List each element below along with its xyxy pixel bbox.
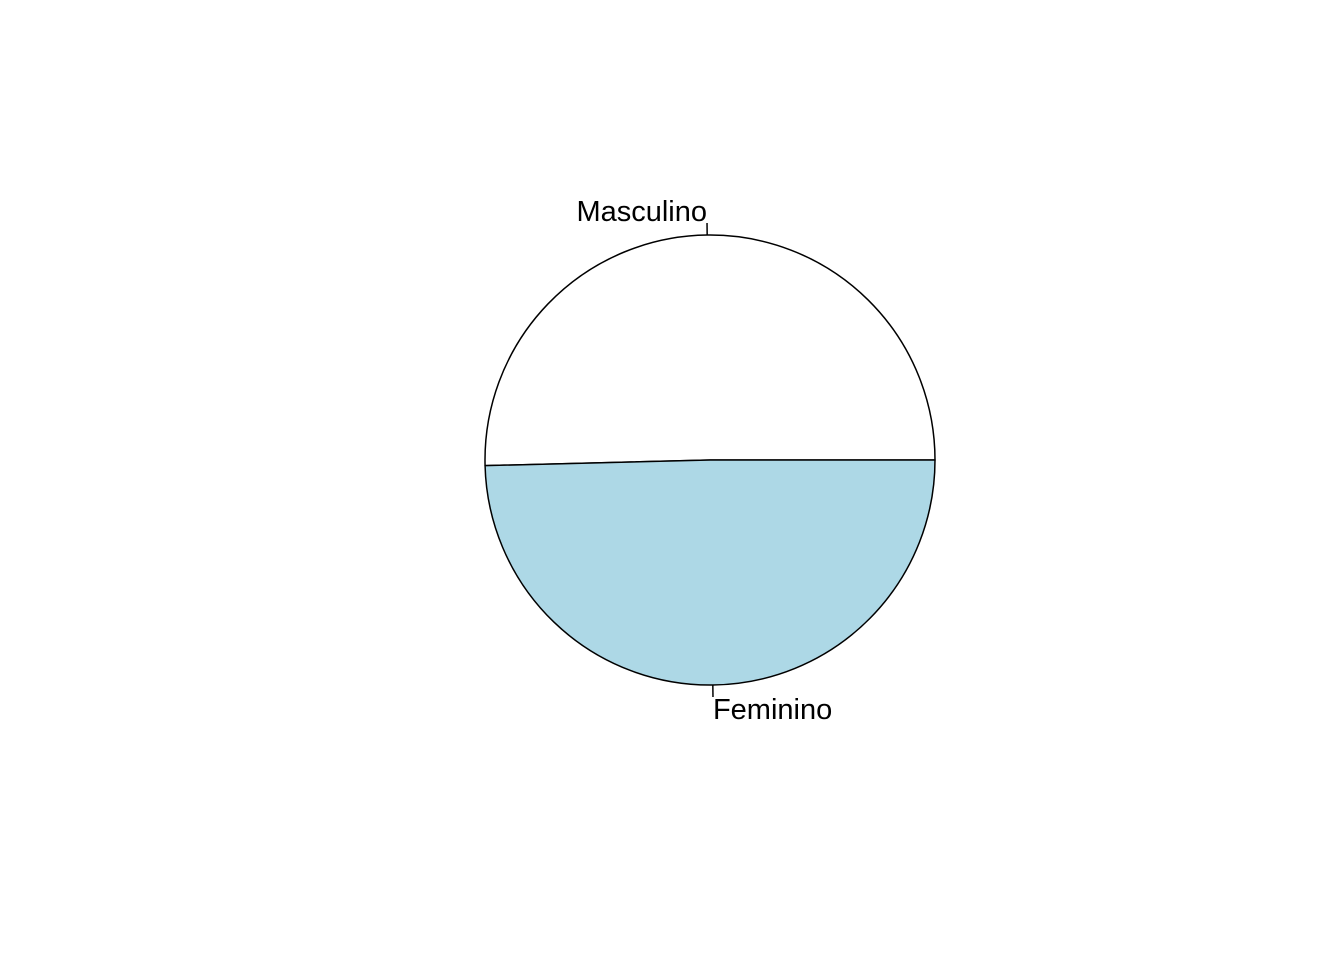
pie-label-ticks bbox=[706, 223, 714, 697]
pie-slice-masculino bbox=[484, 234, 936, 467]
pie-labels: Masculino Feminino bbox=[576, 196, 832, 726]
pie-slice-feminino bbox=[484, 459, 936, 686]
pie-label-masculino: Masculino bbox=[576, 196, 707, 228]
pie-label-feminino: Feminino bbox=[713, 694, 832, 726]
pie-slices bbox=[484, 234, 936, 686]
